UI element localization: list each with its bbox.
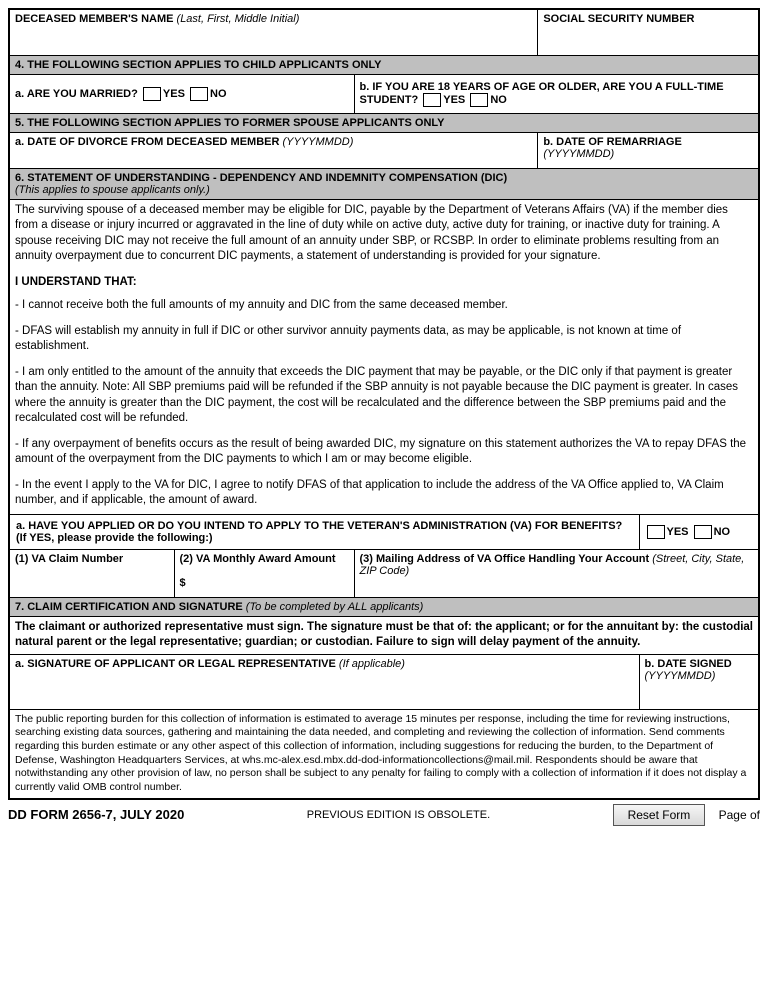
section6-b3: - I am only entitled to the amount of th… bbox=[15, 365, 753, 427]
va-claim-cell[interactable]: (1) VA Claim Number bbox=[9, 549, 174, 597]
cert-note: The claimant or authorized representativ… bbox=[9, 616, 759, 654]
va-address-label: (3) Mailing Address of VA Office Handlin… bbox=[360, 553, 650, 565]
section6-title: 6. STATEMENT OF UNDERSTANDING - DEPENDEN… bbox=[15, 172, 507, 184]
section7-header: 7. CLAIM CERTIFICATION AND SIGNATURE (To… bbox=[9, 597, 759, 616]
student-no-checkbox[interactable] bbox=[470, 93, 488, 107]
married-cell: a. ARE YOU MARRIED? YES NO bbox=[9, 74, 354, 113]
va-apply-cell: a. HAVE YOU APPLIED OR DO YOU INTEND TO … bbox=[9, 514, 639, 549]
deceased-name-cell[interactable]: DECEASED MEMBER'S NAME (Last, First, Mid… bbox=[9, 9, 538, 55]
burden-statement: The public reporting burden for this col… bbox=[9, 709, 759, 798]
va-address-cell[interactable]: (3) Mailing Address of VA Office Handlin… bbox=[354, 549, 759, 597]
remarriage-label: b. DATE OF REMARRIAGE bbox=[543, 136, 682, 148]
va-apply-label: a. HAVE YOU APPLIED OR DO YOU INTEND TO … bbox=[16, 520, 622, 544]
va-award-label: (2) VA Monthly Award Amount bbox=[180, 553, 336, 565]
obsolete-note: PREVIOUS EDITION IS OBSOLETE. bbox=[184, 809, 612, 821]
student-yes-checkbox[interactable] bbox=[423, 93, 441, 107]
va-no-checkbox[interactable] bbox=[694, 525, 712, 539]
ssn-label: SOCIAL SECURITY NUMBER bbox=[543, 13, 694, 25]
ssn-cell[interactable]: SOCIAL SECURITY NUMBER bbox=[538, 9, 759, 55]
date-signed-hint: (YYYYMMDD) bbox=[645, 670, 716, 682]
student-label: b. IF YOU ARE 18 YEARS OF AGE OR OLDER, … bbox=[360, 81, 724, 106]
section6-b4: - If any overpayment of benefits occurs … bbox=[15, 437, 753, 468]
divorce-label: a. DATE OF DIVORCE FROM DECEASED MEMBER bbox=[15, 136, 279, 148]
student-yes-text: YES bbox=[443, 93, 465, 105]
divorce-hint: (YYYYMMDD) bbox=[279, 136, 353, 148]
reset-button[interactable]: Reset Form bbox=[613, 804, 706, 826]
va-award-cell[interactable]: (2) VA Monthly Award Amount $ bbox=[174, 549, 354, 597]
section7-hint: (To be completed by ALL applicants) bbox=[243, 601, 424, 613]
date-signed-cell[interactable]: b. DATE SIGNED (YYYYMMDD) bbox=[639, 654, 759, 709]
dollar-prefix: $ bbox=[180, 577, 186, 589]
married-no-text: NO bbox=[210, 87, 227, 99]
footer-right: Reset Form Page of bbox=[613, 804, 760, 826]
signature-cell[interactable]: a. SIGNATURE OF APPLICANT OR LEGAL REPRE… bbox=[9, 654, 639, 709]
va-no-text: NO bbox=[714, 526, 731, 538]
date-signed-label: b. DATE SIGNED bbox=[645, 658, 732, 670]
va-yes-text: YES bbox=[667, 526, 689, 538]
student-no-text: NO bbox=[490, 93, 507, 105]
section6-header: 6. STATEMENT OF UNDERSTANDING - DEPENDEN… bbox=[9, 168, 759, 199]
deceased-name-hint: (Last, First, Middle Initial) bbox=[173, 13, 299, 25]
form-id: DD FORM 2656-7, JULY 2020 bbox=[8, 807, 184, 822]
understand-title: I UNDERSTAND THAT: bbox=[15, 275, 753, 291]
form-table: DECEASED MEMBER'S NAME (Last, First, Mid… bbox=[8, 8, 760, 800]
signature-hint: (If applicable) bbox=[336, 658, 405, 670]
page-of: Page of bbox=[719, 808, 760, 822]
section6-b5: - In the event I apply to the VA for DIC… bbox=[15, 478, 753, 509]
divorce-cell[interactable]: a. DATE OF DIVORCE FROM DECEASED MEMBER … bbox=[9, 132, 538, 168]
va-apply-yn-cell: YES NO bbox=[639, 514, 759, 549]
married-yes-text: YES bbox=[163, 87, 185, 99]
va-yes-checkbox[interactable] bbox=[647, 525, 665, 539]
married-no-checkbox[interactable] bbox=[190, 87, 208, 101]
deceased-name-label: DECEASED MEMBER'S NAME bbox=[15, 13, 173, 25]
section4-header: 4. THE FOLLOWING SECTION APPLIES TO CHIL… bbox=[9, 55, 759, 74]
section6-b1: - I cannot receive both the full amounts… bbox=[15, 298, 753, 314]
remarriage-hint: (YYYYMMDD) bbox=[543, 148, 614, 160]
signature-label: a. SIGNATURE OF APPLICANT OR LEGAL REPRE… bbox=[15, 658, 336, 670]
married-yes-checkbox[interactable] bbox=[143, 87, 161, 101]
section6-b2: - DFAS will establish my annuity in full… bbox=[15, 324, 753, 355]
section7-title: 7. CLAIM CERTIFICATION AND SIGNATURE bbox=[15, 601, 243, 613]
remarriage-cell[interactable]: b. DATE OF REMARRIAGE (YYYYMMDD) bbox=[538, 132, 759, 168]
student-cell: b. IF YOU ARE 18 YEARS OF AGE OR OLDER, … bbox=[354, 74, 759, 113]
section5-header: 5. THE FOLLOWING SECTION APPLIES TO FORM… bbox=[9, 113, 759, 132]
section6-body: The surviving spouse of a deceased membe… bbox=[9, 199, 759, 514]
married-label: a. ARE YOU MARRIED? bbox=[15, 87, 138, 99]
va-claim-label: (1) VA Claim Number bbox=[15, 553, 123, 565]
section6-subtitle: (This applies to spouse applicants only.… bbox=[15, 184, 210, 196]
footer-bar: DD FORM 2656-7, JULY 2020 PREVIOUS EDITI… bbox=[8, 800, 760, 826]
section6-para1: The surviving spouse of a deceased membe… bbox=[15, 203, 753, 265]
